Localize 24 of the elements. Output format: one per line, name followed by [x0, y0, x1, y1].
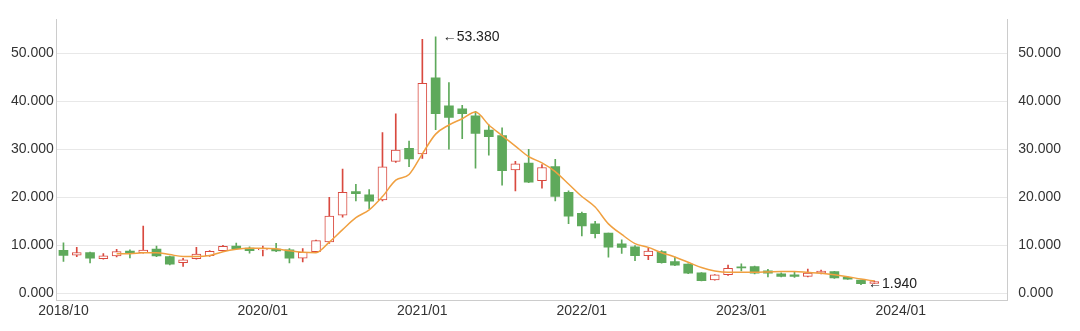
candlestick	[444, 82, 454, 150]
x-tick-label: 2020/01	[237, 302, 289, 319]
y-tick-label: 50.000	[10, 43, 55, 60]
y2-tick-label: 50.000	[1018, 43, 1062, 60]
y-tick-label: 0.000	[18, 283, 55, 300]
y2-tick-label: 30.000	[1018, 139, 1062, 156]
candlestick	[351, 183, 361, 202]
x-tick-label: 2023/01	[716, 302, 767, 319]
annotation: ←53.380	[442, 27, 500, 44]
y2-tick-label: 10.000	[1018, 235, 1062, 252]
x-tick-label: 2024/01	[875, 302, 927, 319]
x-tick-label: 2022/01	[556, 302, 608, 319]
y-tick-label: 10.000	[10, 235, 55, 252]
x-tick-label: 2021/01	[397, 302, 448, 319]
y2-tick-label: 40.000	[1018, 91, 1062, 108]
candlestick	[457, 104, 468, 140]
y2-tick-label: 0.000	[1018, 283, 1054, 300]
y-tick-label: 30.000	[10, 139, 55, 156]
y2-tick-label: 20.000	[1018, 187, 1062, 204]
y-tick-label: 40.000	[10, 91, 55, 108]
annotation: ←1.940	[867, 274, 918, 291]
x-tick-label: 2018/10	[38, 302, 89, 319]
candlestick	[390, 113, 401, 163]
y-tick-label: 20.000	[10, 187, 55, 204]
